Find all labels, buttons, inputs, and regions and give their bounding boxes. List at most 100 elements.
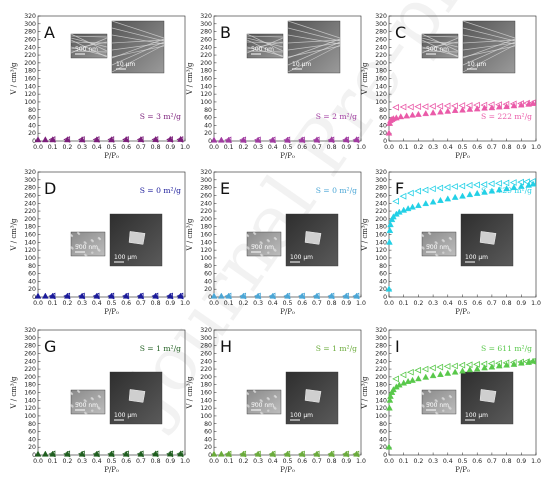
x-tick-label: 0.1 <box>224 458 234 465</box>
y-tick-label: 180 <box>200 382 212 389</box>
desorption-point <box>473 181 480 189</box>
y-tick-label: 120 <box>24 405 36 412</box>
y-tick-label: 180 <box>24 68 36 75</box>
x-tick-label: 0.9 <box>165 458 175 465</box>
adsorption-point <box>177 135 184 142</box>
adsorption-point <box>225 450 233 457</box>
adsorption-point <box>529 99 537 106</box>
y-tick-label: 200 <box>200 216 212 223</box>
adsorption-point <box>218 136 225 143</box>
desorption-point <box>465 361 473 369</box>
desorption-point <box>517 178 524 186</box>
desorption-point <box>443 102 451 110</box>
x-tick-label: 0.6 <box>297 458 307 465</box>
adsorption-point <box>78 450 86 457</box>
y-tick-label: 140 <box>200 239 212 246</box>
adsorption-point <box>459 367 466 374</box>
scale-bar-label: 100 µm <box>465 254 488 261</box>
panel-G: 0204060801001201401601802002202402602803… <box>10 327 190 474</box>
adsorption-point <box>503 361 510 368</box>
y-tick-label: 0 <box>383 452 387 459</box>
x-tick-label: 0.2 <box>62 144 72 151</box>
adsorption-point <box>459 192 466 199</box>
y-axis-label: V / cm³/g <box>361 376 369 410</box>
x-tick-label: 0.0 <box>384 300 394 307</box>
panel-H: 0204060801001201401601802002202402602803… <box>186 327 366 474</box>
y-tick-label: 300 <box>200 21 212 28</box>
y-tick-label: 260 <box>200 36 212 43</box>
panel-letter: G <box>44 337 56 356</box>
x-tick-label: 0.6 <box>297 144 307 151</box>
adsorption-point <box>385 129 393 136</box>
surface-area-label: S = 2 m²/g <box>316 112 357 121</box>
y-tick-label: 260 <box>200 350 212 357</box>
adsorption-point <box>444 195 452 202</box>
sem-inset-E-0: 500 nm <box>245 231 282 257</box>
adsorption-point <box>386 238 393 245</box>
y-tick-label: 160 <box>24 232 36 239</box>
x-tick-label: 0.1 <box>48 300 58 307</box>
y-tick-label: 220 <box>24 208 36 215</box>
x-tick-label: 0.9 <box>516 300 526 307</box>
adsorption-point <box>395 381 403 388</box>
x-tick-label: 0.4 <box>443 300 453 307</box>
y-tick-label: 160 <box>24 76 36 83</box>
x-tick-label: 1.0 <box>356 300 366 307</box>
y-tick-label: 0 <box>383 138 387 145</box>
x-axis-label: P/P₀ <box>104 152 119 160</box>
adsorption-point <box>42 292 49 299</box>
y-tick-label: 200 <box>24 60 36 67</box>
sem-inset-I-1: 100 µm <box>460 371 514 425</box>
y-tick-label: 320 <box>375 13 387 20</box>
y-tick-label: 100 <box>24 99 36 106</box>
y-tick-label: 260 <box>375 36 387 43</box>
x-tick-label: 0.0 <box>384 458 394 465</box>
y-tick-label: 80 <box>204 107 212 114</box>
x-tick-label: 1.0 <box>356 144 366 151</box>
x-tick-label: 0.1 <box>48 144 58 151</box>
x-tick-label: 0.2 <box>62 300 72 307</box>
y-tick-label: 60 <box>28 115 36 122</box>
y-tick-label: 260 <box>200 192 212 199</box>
x-tick-label: 0.3 <box>77 300 87 307</box>
x-tick-label: 0.5 <box>283 458 293 465</box>
adsorption-point <box>353 136 360 143</box>
x-tick-label: 0.2 <box>413 144 423 151</box>
x-tick-label: 0.6 <box>121 458 131 465</box>
panel-letter: H <box>220 337 232 356</box>
adsorption-point <box>429 109 437 116</box>
adsorption-point <box>510 360 518 367</box>
adsorption-point <box>64 292 71 299</box>
scale-bar-label: 500 nm <box>75 402 98 409</box>
x-tick-label: 0.5 <box>107 144 117 151</box>
x-tick-label: 0.7 <box>487 144 497 151</box>
adsorption-point <box>269 450 277 457</box>
desorption-point <box>502 179 510 187</box>
y-tick-label: 180 <box>24 382 36 389</box>
x-tick-label: 0.7 <box>487 300 497 307</box>
adsorption-point <box>34 450 42 457</box>
y-axis-label: V / cm³/g <box>186 62 194 96</box>
x-tick-label: 0.7 <box>312 458 322 465</box>
y-tick-label: 220 <box>200 52 212 59</box>
adsorption-point <box>34 136 42 143</box>
adsorption-point <box>313 136 321 143</box>
scale-bar-label: 500 nm <box>251 244 274 251</box>
desorption-point <box>451 102 458 110</box>
y-tick-label: 300 <box>200 335 212 342</box>
adsorption-point <box>108 450 115 457</box>
y-tick-label: 180 <box>375 224 387 231</box>
x-tick-label: 0.8 <box>327 144 337 151</box>
y-tick-label: 120 <box>375 91 387 98</box>
adsorption-point <box>225 136 233 143</box>
adsorption-point <box>473 365 481 372</box>
y-tick-label: 120 <box>24 91 36 98</box>
y-tick-label: 60 <box>28 429 36 436</box>
scale-bar-label: 500 nm <box>75 46 98 53</box>
y-tick-label: 260 <box>375 350 387 357</box>
x-tick-label: 0.3 <box>428 300 438 307</box>
y-tick-label: 240 <box>200 44 212 51</box>
x-tick-label: 0.4 <box>443 144 453 151</box>
y-tick-label: 20 <box>204 444 212 451</box>
